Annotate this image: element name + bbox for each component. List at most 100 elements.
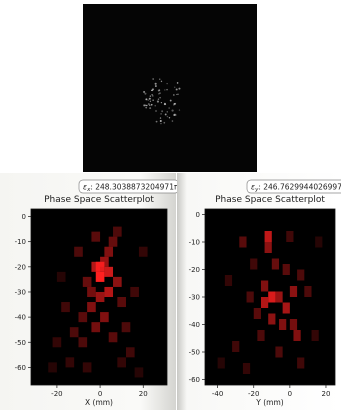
emittance-box-y: εy: 246.7629944026997π (246, 179, 341, 194)
beam-dot (159, 119, 162, 123)
y-tick-label: -40 (15, 314, 26, 322)
heatmap-cell (138, 246, 148, 257)
beam-dot (145, 98, 148, 101)
emittance-readout-y: εy: 246.7629944026997π (251, 183, 341, 194)
beam-dot (143, 104, 146, 107)
heatmap-cell (239, 236, 247, 248)
beam-dot (157, 98, 160, 100)
heatmap-cell (104, 266, 114, 277)
heatmap-cell (108, 332, 118, 343)
heatmap-cell (95, 291, 105, 303)
beam-dot (166, 111, 168, 113)
heatmap-cell (282, 264, 290, 275)
plot-frame-x (30, 208, 168, 386)
phase-space-plot-y: -40 -20 0 20 0 -10 -20 -30 -40 -50 -60 Phase Space… (189, 179, 341, 407)
x-tick-label: -40 (212, 390, 223, 398)
y-tick-label: -20 (15, 263, 26, 271)
heatmap-cell (52, 337, 62, 348)
heatmap-cell (246, 291, 254, 303)
beam-dot (150, 103, 153, 106)
beam-dot (152, 99, 154, 102)
heatmap-cell (253, 308, 261, 319)
heatmap-cell (242, 363, 251, 374)
y-tick-label: -60 (15, 364, 26, 372)
heatmap-cell (275, 346, 283, 358)
x-tick-label: 20 (322, 390, 331, 398)
heatmap-cell (217, 357, 225, 369)
beam-dot (169, 99, 172, 102)
beam-dot (156, 100, 160, 103)
heatmap-cell (91, 231, 101, 242)
heatmap-cell (286, 231, 294, 242)
heatmap-cell (61, 302, 70, 313)
heatmap-cell (117, 297, 126, 308)
axis-ticks-x: -20 0 20 0 -10 -20 -30 -40 -50 -60 (15, 213, 148, 398)
y-tick-label: 0 (196, 211, 200, 219)
heatmap-cell (65, 357, 75, 368)
heatmap-cell (264, 231, 272, 242)
beam-dot (176, 82, 179, 84)
beam-camera-image (83, 4, 257, 172)
heatmap-cell (91, 261, 101, 272)
beam-dot (151, 89, 153, 92)
beam-dot (151, 94, 153, 96)
emittance-symbol-x: ε (83, 183, 87, 192)
heatmap-cell (100, 256, 109, 267)
heatmap-cell (271, 258, 280, 270)
heatmap-cell (279, 319, 287, 330)
y-tick-label: 0 (22, 213, 26, 221)
axis-ticks-y: -40 -20 0 20 0 -10 -20 -30 -40 -50 -60 (189, 211, 331, 398)
beam-dot (158, 89, 161, 92)
heatmap-cell (48, 362, 57, 373)
x-tick-label: 0 (98, 390, 102, 398)
heatmap-cell (117, 357, 126, 368)
y-tick-label: -30 (15, 288, 26, 296)
beam-dot (176, 93, 178, 96)
heatmap-cell (260, 280, 269, 292)
x-axis-label-x: X (mm) (85, 398, 113, 407)
beam-dot (155, 110, 157, 112)
beam-dot (160, 123, 162, 125)
beam-dot (160, 113, 162, 115)
beam-dot (174, 86, 176, 88)
beam-dot (149, 104, 151, 106)
phase-space-plot-x-panel: -20 0 20 0 -10 -20 -30 -40 -50 -60 Phase Space Sc… (0, 173, 180, 410)
beam-dot (160, 102, 163, 104)
beam-dot (161, 110, 164, 113)
heatmap-cells-y (205, 209, 335, 385)
beam-dot (164, 113, 167, 116)
emittance-value-y: : 246.7629944026997π (258, 183, 341, 192)
heatmap-cell (275, 291, 283, 303)
heatmap-cell (293, 330, 301, 341)
beam-dot (147, 99, 149, 101)
emittance-value-x: : 248.3038873204971π (90, 183, 179, 192)
x-tick-label: 20 (139, 390, 148, 398)
emittance-subscript-y: y (254, 187, 259, 193)
beam-dot (154, 82, 157, 85)
beam-dot (152, 78, 154, 80)
heatmap-cell (257, 330, 265, 341)
beam-dot (171, 109, 174, 112)
heatmap-cell (56, 271, 66, 282)
beam-dot (157, 89, 160, 92)
heatmap-cell (74, 246, 83, 257)
heatmap-cell (130, 286, 139, 297)
heatmap-cell (125, 347, 135, 358)
emittance-subscript-x: x (86, 187, 91, 193)
heatmap-cell (121, 322, 131, 333)
heatmap-cell (108, 236, 118, 247)
emittance-symbol-y: ε (251, 183, 255, 192)
heatmap-cell (232, 341, 240, 352)
beam-dot (168, 117, 171, 119)
heatmap-cell (87, 286, 96, 297)
beam-dot (149, 95, 152, 97)
beam-dot (159, 78, 161, 80)
beam-dot (159, 92, 161, 94)
phase-space-plot-y-panel: -40 -20 0 20 0 -10 -20 -30 -40 -50 -60 Phase Space… (177, 173, 341, 410)
heatmap-cell (297, 357, 305, 369)
beam-dot (164, 89, 166, 91)
heatmap-cell (289, 286, 298, 297)
beam-dot (173, 103, 176, 105)
beam-dot (158, 92, 160, 95)
y-tick-label: -10 (189, 239, 200, 247)
